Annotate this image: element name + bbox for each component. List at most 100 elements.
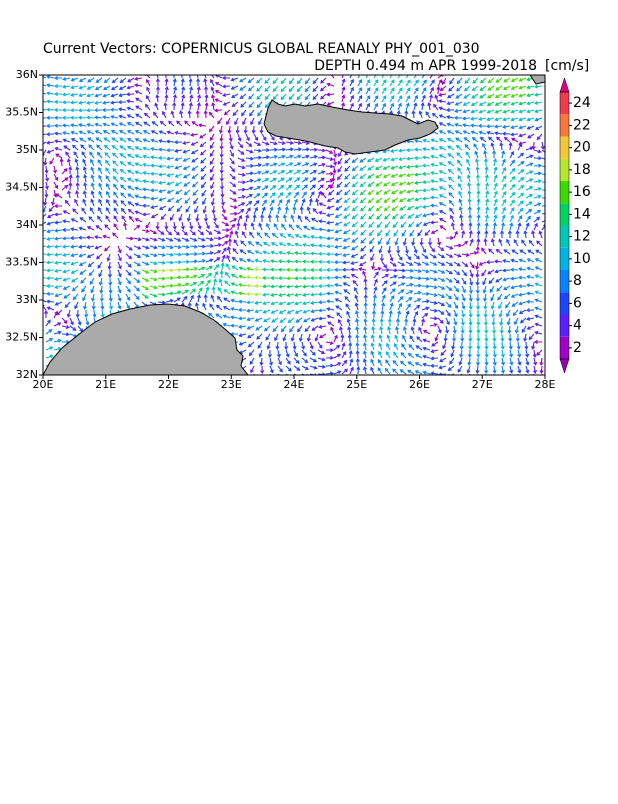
vector-arrow: [476, 325, 481, 335]
vector-arrow: [127, 169, 135, 175]
vector-arrow: [278, 309, 287, 314]
vector-arrow: [149, 245, 158, 250]
vector-arrow: [509, 214, 514, 223]
vector-arrow: [83, 174, 88, 183]
vector-arrow: [66, 158, 71, 167]
vector-arrow: [495, 77, 503, 83]
vector-arrow: [165, 148, 175, 153]
vector-arrow: [68, 174, 73, 183]
vector-arrow: [46, 75, 55, 79]
vector-arrow: [351, 181, 359, 188]
vector-arrow: [379, 317, 384, 327]
vector-arrow: [293, 357, 300, 364]
vector-arrow: [518, 133, 527, 138]
vector-arrow: [238, 258, 247, 263]
vector-arrow: [312, 207, 319, 215]
vector-arrow: [533, 179, 542, 184]
vector-arrow: [388, 310, 393, 319]
vector-arrow: [158, 189, 167, 194]
vector-arrow: [365, 102, 371, 111]
vector-arrow: [221, 247, 227, 255]
vector-arrow: [181, 267, 190, 272]
vector-arrow: [413, 261, 422, 266]
vector-arrow: [354, 310, 359, 319]
vector-arrow: [93, 108, 103, 113]
vector-arrow: [362, 366, 367, 375]
vector-arrow: [437, 277, 446, 282]
vector-arrow: [302, 234, 311, 239]
vector-arrow: [128, 215, 135, 223]
vector-arrow: [53, 220, 63, 225]
vector-arrow: [461, 293, 466, 302]
vector-arrow: [141, 195, 151, 200]
vector-arrow: [373, 278, 378, 287]
vector-arrow: [418, 110, 423, 119]
vector-arrow: [117, 100, 127, 105]
vector-arrow: [414, 139, 423, 143]
vector-arrow: [526, 274, 535, 279]
vector-arrow: [285, 349, 290, 358]
vector-arrow: [490, 238, 495, 247]
vector-arrow: [422, 155, 431, 160]
vector-arrow: [407, 361, 415, 367]
vector-arrow: [476, 333, 481, 343]
vector-arrow: [325, 149, 334, 154]
vector-arrow: [456, 77, 463, 85]
vector-arrow: [149, 293, 158, 298]
vector-arrow: [237, 214, 243, 223]
vector-arrow: [157, 147, 167, 152]
vector-arrow: [318, 324, 327, 329]
vector-arrow: [366, 157, 375, 163]
colorbar-over: [559, 77, 570, 93]
vector-arrow: [299, 205, 304, 215]
vector-arrow: [406, 181, 415, 186]
vector-arrow: [437, 245, 445, 252]
vector-arrow: [421, 180, 431, 185]
vector-arrow: [80, 144, 87, 151]
vector-arrow: [200, 149, 207, 156]
vector-arrow: [502, 277, 511, 282]
vector-arrow: [125, 261, 132, 268]
vector-arrow: [77, 108, 87, 113]
vector-arrow: [525, 186, 534, 191]
vector-arrow: [238, 282, 247, 287]
vector-arrow: [429, 285, 438, 290]
vector-arrow: [375, 189, 383, 195]
colorbar-tick-label: 20: [573, 140, 591, 156]
vector-arrow: [94, 122, 103, 127]
vector-arrow: [370, 350, 375, 359]
vector-arrow: [94, 245, 103, 250]
vector-arrow: [438, 146, 447, 151]
vector-arrow: [468, 333, 473, 343]
vector-arrow: [429, 203, 439, 208]
vector-arrow: [335, 197, 343, 203]
vector-arrow: [245, 156, 254, 161]
vector-arrow: [357, 78, 363, 87]
vector-arrow: [509, 183, 516, 191]
vector-arrow: [381, 302, 386, 311]
vector-arrow: [245, 291, 254, 296]
vector-arrow: [445, 261, 454, 267]
vector-arrow: [325, 164, 335, 169]
vector-arrow: [341, 94, 346, 103]
vector-arrow: [507, 229, 512, 239]
vector-arrow: [326, 220, 335, 225]
vector-arrow: [534, 290, 543, 295]
vector-arrow: [438, 365, 447, 370]
vector-arrow: [120, 192, 127, 199]
vector-arrow: [345, 303, 351, 311]
vector-arrow: [213, 278, 218, 287]
vector-arrow: [118, 129, 127, 135]
vector-arrow: [518, 125, 527, 130]
vector-arrow: [421, 299, 430, 304]
colorbar-band: [560, 247, 569, 270]
libya-coast: [43, 303, 249, 375]
vector-arrow: [45, 107, 55, 112]
vector-arrow: [422, 196, 431, 201]
vector-arrow: [49, 157, 55, 165]
vector-arrow: [527, 249, 535, 255]
vector-arrow: [355, 357, 360, 367]
vector-arrow: [109, 107, 119, 112]
vector-arrow: [405, 261, 414, 266]
vector-arrow: [183, 173, 191, 179]
